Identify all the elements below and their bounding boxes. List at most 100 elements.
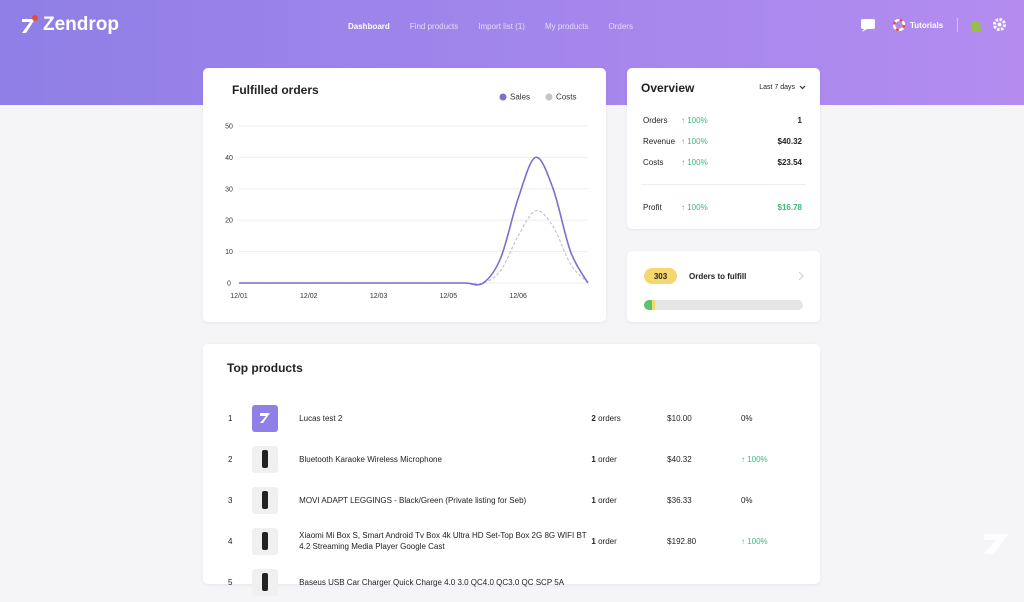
order-count: 1 (591, 454, 596, 464)
brand[interactable]: Zendrop (20, 14, 119, 36)
y-tick-label: 30 (225, 186, 233, 193)
price: $192.80 (667, 536, 697, 546)
chart-title: Fulfilled orders (232, 83, 319, 97)
order-count: 2 (591, 413, 596, 423)
nav-item[interactable]: Import list (1) (478, 22, 525, 31)
chart: 0 10 20 30 40 50 12/01 12/02 12/03 12/05 12/06 Sale… (225, 93, 589, 300)
x-tick-label: 12/01 (230, 293, 248, 300)
nav-item[interactable]: Dashboard (348, 22, 390, 31)
product-image (251, 486, 279, 514)
x-tick-label: 12/06 (509, 293, 527, 300)
orders-card: Fulfilled orders 0 10 20 30 40 50 12/01 12/02 12… (203, 68, 606, 322)
rank: 5 (228, 577, 233, 587)
product-row: 2 Bluetooth Karaoke Wireless Microphone 1 … (228, 439, 800, 479)
legend-label: Costs (556, 93, 576, 102)
rank: 3 (228, 495, 233, 505)
overview-row: Revenue ↑ 100% $40.32 (643, 137, 802, 146)
chat-icon[interactable] (860, 18, 876, 32)
nav: Dashboard Find products Import list (1) … (348, 22, 633, 31)
nav-item[interactable]: My products (544, 22, 589, 31)
change: ↑ 100% (681, 137, 708, 146)
thumb (261, 532, 268, 550)
value: $16.78 (777, 203, 802, 212)
overview-title: Overview (641, 81, 695, 95)
order-unit: order (598, 454, 617, 464)
y-tick-label: 10 (225, 249, 233, 256)
period-select[interactable]: Last 7 days (759, 84, 806, 91)
value: $23.54 (777, 158, 802, 167)
rank: 1 (228, 413, 233, 423)
change: ↑ 100% (681, 203, 708, 212)
orders: 1 order (591, 537, 667, 546)
label: Costs (643, 158, 664, 167)
line-series (239, 210, 589, 285)
orders: 1 order (591, 455, 667, 464)
profit-row: Profit ↑ 100% $16.78 (643, 203, 802, 212)
settings-icon[interactable] (992, 17, 1007, 32)
overview-row: Orders ↑ 100% 1 (643, 116, 802, 125)
label: Profit (643, 203, 662, 212)
product-name: Xiaomi Mi Box S, Smart Android Tv Box 4k… (299, 531, 587, 551)
label: Revenue (643, 137, 676, 146)
x-tick-label: 12/02 (300, 293, 318, 300)
product-row: 3 MOVI ADAPT LEGGINGS - Black/Green (Priv… (228, 480, 800, 520)
price: $40.32 (667, 454, 692, 464)
rank: 2 (228, 454, 233, 464)
price: $36.33 (667, 495, 692, 505)
lifebuoy-icon (893, 19, 905, 31)
nav-item[interactable]: Orders (608, 22, 633, 31)
nav-item[interactable]: Find products (409, 22, 459, 31)
period: Last 7 days (759, 84, 795, 91)
fulfill-card[interactable]: 303 Orders to fulfill (627, 251, 820, 322)
fulfill-count: 303 (644, 268, 677, 284)
brand-name: Zendrop (43, 14, 119, 35)
progress-fill (644, 300, 655, 310)
product-name: Baseus USB Car Charger Quick Charge 4.0 … (299, 577, 565, 587)
x-tick-label: 12/05 (440, 293, 458, 300)
change: ↑ 100% (740, 454, 768, 464)
order-unit: order (598, 536, 617, 546)
products-title: Top products (227, 361, 303, 375)
order-unit: order (598, 495, 617, 505)
value: $40.32 (777, 137, 802, 146)
product-image (251, 404, 279, 432)
change: ↑ 100% (681, 116, 708, 125)
price: $10.00 (667, 413, 692, 423)
thumb (261, 450, 268, 468)
product-image (251, 568, 279, 596)
y-tick-label: 0 (227, 281, 231, 288)
thumb (261, 491, 268, 509)
order-count: 1 (591, 536, 596, 546)
divider (957, 18, 958, 32)
product-image (251, 445, 279, 473)
order-unit: orders (598, 413, 621, 423)
tutorials-label: Tutorials (910, 20, 944, 30)
change: 0% (740, 495, 753, 505)
rank: 4 (228, 536, 233, 546)
shop-icon[interactable] (970, 18, 982, 32)
product-image (251, 527, 279, 555)
value: 1 (797, 116, 802, 125)
watermark (984, 534, 1008, 554)
progress (644, 300, 803, 310)
line-series (239, 156, 589, 286)
tutorials[interactable]: Tutorials (893, 19, 943, 31)
y-tick-label: 40 (225, 155, 233, 162)
orders: 2 orders (591, 414, 667, 423)
product-name: MOVI ADAPT LEGGINGS - Black/Green (Priva… (299, 495, 527, 505)
product-name: Bluetooth Karaoke Wireless Microphone (299, 454, 442, 464)
product-row: 4 Xiaomi Mi Box S, Smart Android Tv Box 4… (228, 521, 800, 561)
change: ↑ 100% (681, 158, 708, 167)
divider (641, 184, 806, 185)
legend-swatch (499, 93, 507, 101)
chevron (798, 271, 804, 281)
y-tick-label: 50 (225, 124, 233, 131)
overview-card: Overview Last 7 days Orders ↑ 100% 1 Revenu… (627, 68, 820, 229)
thumb (261, 573, 268, 591)
product-row: 5 Baseus USB Car Charger Quick Charge 4.0… (228, 562, 800, 602)
logo (259, 413, 270, 423)
logo (22, 15, 38, 33)
